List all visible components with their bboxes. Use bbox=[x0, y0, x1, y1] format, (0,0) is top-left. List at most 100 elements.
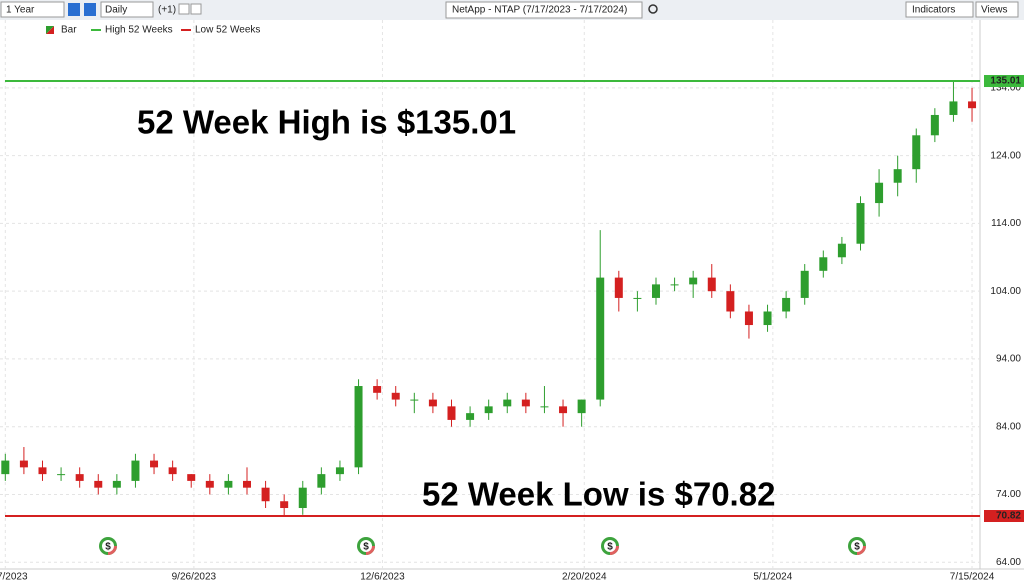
range-text: 1 Year bbox=[6, 5, 35, 16]
candle-body bbox=[410, 399, 419, 401]
y-tick-label: 74.00 bbox=[996, 489, 1021, 500]
indicators-button[interactable] bbox=[905, 1, 974, 18]
offset-minus[interactable] bbox=[190, 3, 202, 15]
candle-body bbox=[819, 257, 828, 271]
y-tick-label: 134.00 bbox=[990, 82, 1021, 93]
y-tick-label: 84.00 bbox=[996, 421, 1021, 432]
candle-body bbox=[447, 406, 456, 420]
symbol-box[interactable] bbox=[445, 1, 643, 19]
x-tick-label: 9/26/2023 bbox=[172, 572, 217, 583]
earnings-icon-inner bbox=[102, 540, 114, 552]
candle-body bbox=[782, 297, 791, 312]
candle-body bbox=[540, 406, 549, 408]
candle-body bbox=[930, 114, 939, 136]
candle-body bbox=[75, 474, 84, 481]
y-tick-label: 104.00 bbox=[990, 286, 1021, 297]
range-select[interactable] bbox=[0, 1, 65, 18]
candle-body bbox=[707, 277, 716, 292]
x-tick-label: 7/17/2023 bbox=[0, 572, 28, 583]
x-tick-label: 5/1/2024 bbox=[753, 572, 792, 583]
candle-body bbox=[261, 487, 270, 502]
reference-label-bg bbox=[984, 510, 1024, 523]
candle-body bbox=[614, 277, 623, 298]
legend-label: High 52 Weeks bbox=[105, 25, 173, 36]
earnings-icon-inner bbox=[360, 540, 372, 552]
candle-body bbox=[112, 480, 121, 488]
candle-body bbox=[633, 297, 642, 299]
legend-label: Bar bbox=[61, 25, 77, 36]
candle-body bbox=[949, 101, 958, 115]
candle-body bbox=[651, 284, 660, 298]
candle-body bbox=[763, 311, 772, 326]
candle-body bbox=[354, 386, 363, 468]
earnings-icon-inner bbox=[604, 540, 616, 552]
candle-body bbox=[503, 399, 512, 407]
views-text: Views bbox=[981, 5, 1008, 16]
reference-label: 70.82 bbox=[996, 511, 1021, 522]
earnings-icon-inner bbox=[851, 540, 863, 552]
candle-body bbox=[466, 413, 475, 420]
x-tick-label: 12/6/2023 bbox=[360, 572, 405, 583]
candle-body bbox=[726, 291, 735, 312]
candle-body bbox=[57, 474, 66, 476]
candle-body bbox=[577, 399, 586, 414]
candle-body bbox=[800, 270, 809, 298]
candle-body bbox=[893, 169, 902, 183]
interval-text: Daily bbox=[105, 5, 127, 16]
candle-body bbox=[205, 480, 214, 488]
candle-body bbox=[38, 467, 47, 475]
candle-body bbox=[187, 474, 196, 481]
candle-body bbox=[428, 399, 437, 407]
x-tick-label: 7/15/2024 bbox=[950, 572, 995, 583]
earnings-symbol: $ bbox=[105, 542, 111, 553]
annotation-low: 52 Week Low is $70.82 bbox=[422, 476, 775, 513]
reference-label: 135.01 bbox=[990, 76, 1021, 87]
candle-body bbox=[559, 406, 568, 414]
candle-body bbox=[317, 474, 326, 488]
candle-body bbox=[596, 277, 605, 400]
candle-body bbox=[1, 460, 10, 475]
candle-body bbox=[391, 392, 400, 400]
annotation-high: 52 Week High is $135.01 bbox=[137, 104, 516, 141]
candle-body bbox=[131, 460, 140, 481]
candle-body bbox=[19, 460, 28, 468]
candle-body bbox=[744, 311, 753, 326]
candle-body bbox=[150, 460, 159, 468]
candle-body bbox=[689, 277, 698, 285]
candle-body bbox=[484, 406, 493, 414]
earnings-symbol: $ bbox=[363, 542, 369, 553]
y-tick-label: 64.00 bbox=[996, 557, 1021, 568]
candle-body bbox=[298, 487, 307, 509]
candle-body bbox=[856, 203, 865, 244]
zoom-out[interactable] bbox=[84, 3, 96, 16]
search-icon[interactable] bbox=[648, 4, 658, 14]
y-tick-label: 94.00 bbox=[996, 354, 1021, 365]
reference-label-bg bbox=[984, 75, 1024, 88]
candle-body bbox=[968, 101, 977, 109]
symbol-text: NetApp - NTAP (7/17/2023 - 7/17/2024) bbox=[452, 5, 627, 16]
candle-body bbox=[335, 467, 344, 475]
x-tick-label: 2/20/2024 bbox=[562, 572, 607, 583]
candle-body bbox=[875, 182, 884, 204]
candle-body bbox=[670, 284, 679, 286]
candle-body bbox=[837, 243, 846, 258]
views-button[interactable] bbox=[975, 1, 1019, 18]
candle-body bbox=[912, 135, 921, 170]
earnings-symbol: $ bbox=[607, 542, 613, 553]
candle-body bbox=[242, 480, 251, 488]
candle-body bbox=[168, 467, 177, 475]
legend-label: Low 52 Weeks bbox=[195, 25, 260, 36]
y-tick-label: 124.00 bbox=[990, 150, 1021, 161]
candle-body bbox=[280, 501, 289, 509]
earnings-symbol: $ bbox=[854, 542, 860, 553]
interval-select[interactable] bbox=[100, 1, 154, 18]
y-tick-label: 114.00 bbox=[991, 218, 1021, 229]
candle-body bbox=[521, 399, 530, 407]
offset-text: (+1) bbox=[158, 5, 176, 16]
zoom-in[interactable] bbox=[68, 3, 80, 16]
candle-body bbox=[373, 386, 382, 393]
offset-plus[interactable] bbox=[178, 3, 190, 15]
candle-body bbox=[94, 480, 103, 488]
candle-body bbox=[224, 480, 233, 488]
